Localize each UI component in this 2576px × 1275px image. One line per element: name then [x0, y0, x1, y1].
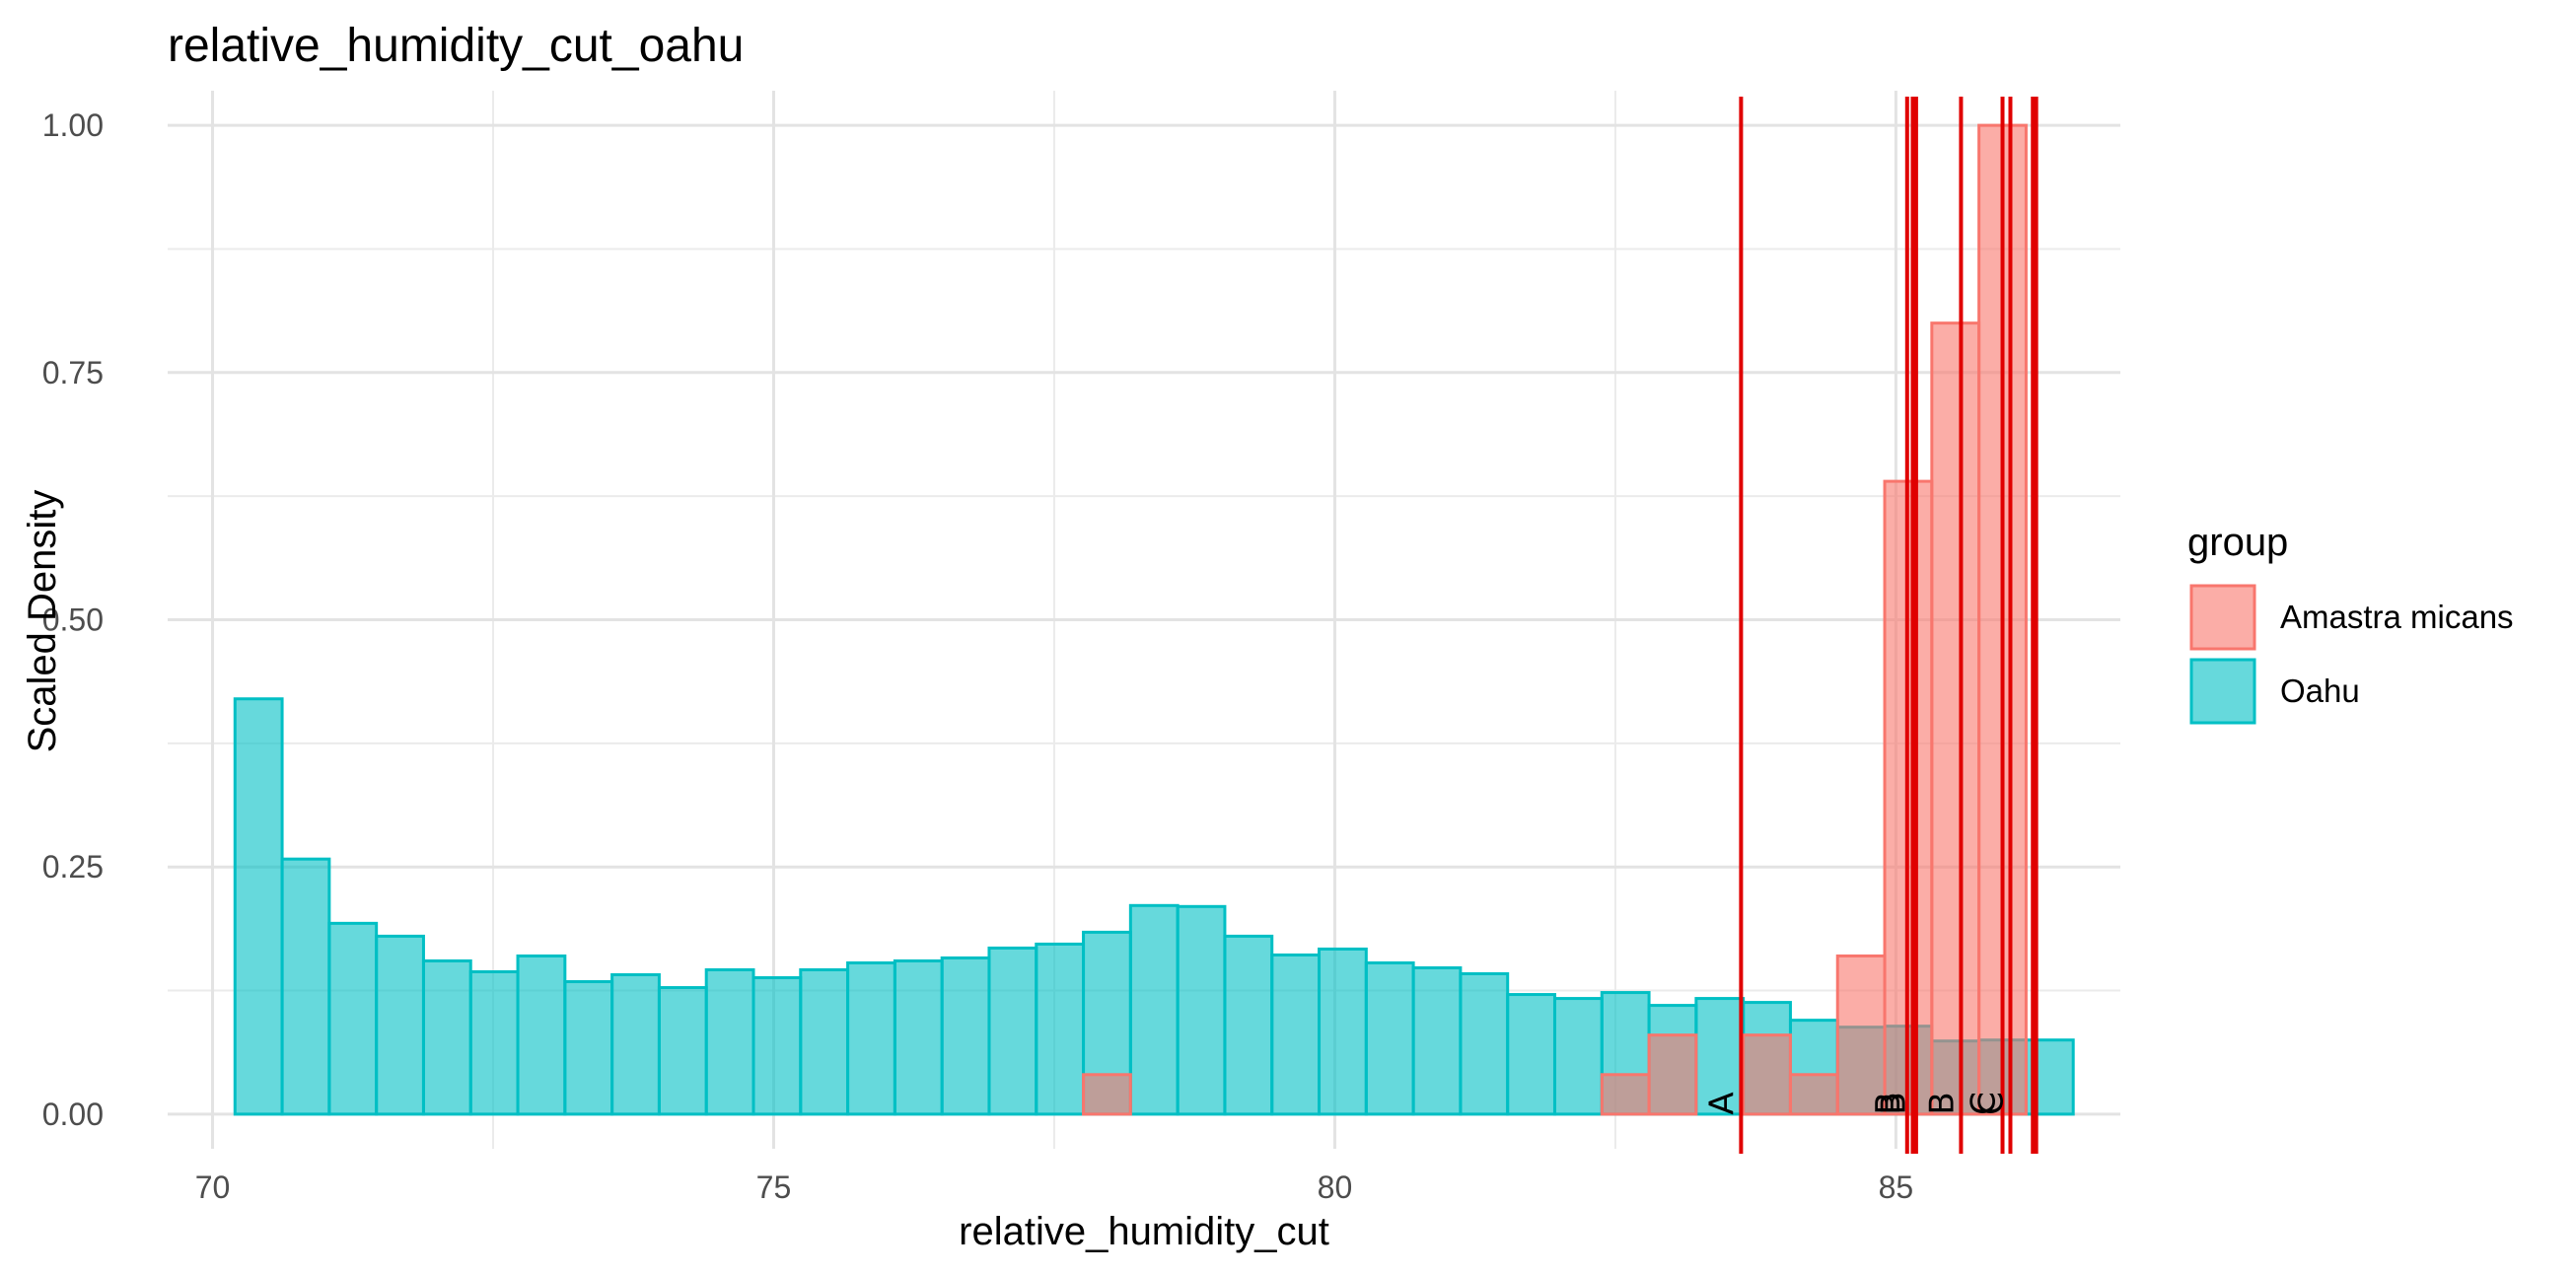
- axes: 70 75 80 85 0.00 0.25 0.50 0.75 1.00: [42, 107, 1913, 1205]
- bar-oahu: [233, 697, 284, 1116]
- bar-oahu: [657, 986, 708, 1116]
- reference-line-label: C: [1971, 1092, 2011, 1115]
- bar-oahu: [1459, 972, 1510, 1116]
- bar-oahu: [1318, 947, 1368, 1116]
- reference-line-label: B: [1869, 1092, 1908, 1114]
- reference-line-label: A: [1702, 1092, 1742, 1114]
- bar-oahu: [280, 857, 331, 1116]
- bar-oahu: [421, 958, 472, 1116]
- x-tick-label: 75: [756, 1169, 792, 1205]
- bar-oahu: [516, 954, 567, 1116]
- reference-lines: A BB B CC: [1702, 97, 2039, 1154]
- reference-line-label: C: [1965, 1092, 2004, 1115]
- bar-oahu: [987, 946, 1038, 1116]
- legend-key-oahu: [2189, 658, 2256, 725]
- bar-oahu: [327, 921, 379, 1116]
- reference-line-label: B: [1874, 1092, 1913, 1114]
- y-tick-label: 0.00: [42, 1097, 104, 1132]
- bar-oahu: [610, 973, 661, 1116]
- bar-oahu: [563, 980, 614, 1116]
- bar-oahu: [846, 960, 896, 1116]
- reference-line-label: B: [1922, 1092, 1962, 1114]
- legend-key-amastra-micans: [2189, 584, 2256, 651]
- bar-oahu: [1035, 942, 1086, 1116]
- bar-oahu: [704, 967, 755, 1116]
- bar-amastra-micans: [1647, 1033, 1698, 1116]
- y-axis-title: Scaled Density: [21, 490, 64, 753]
- legend-label-amastra-micans: Amastra micans: [2280, 599, 2514, 635]
- bar-oahu: [1411, 965, 1463, 1116]
- legend-label-oahu: Oahu: [2280, 673, 2360, 709]
- bar-oahu: [1223, 934, 1274, 1116]
- y-tick-label: 0.25: [42, 849, 104, 885]
- bar-oahu: [375, 934, 425, 1116]
- bar-amastra-micans: [1742, 1033, 1792, 1116]
- legend-title: group: [2187, 521, 2288, 564]
- bar-oahu: [1128, 903, 1180, 1116]
- legend: group Amastra micans Oahu: [2187, 521, 2514, 725]
- y-tick-label: 0.75: [42, 355, 104, 390]
- bar-oahu: [751, 976, 803, 1116]
- y-tick-label: 0.50: [42, 602, 104, 638]
- bar-amastra-micans: [1082, 1073, 1132, 1116]
- x-tick-label: 85: [1879, 1169, 1914, 1205]
- bar-oahu: [940, 956, 991, 1116]
- bar-amastra-micans: [1788, 1073, 1839, 1116]
- bar-oahu: [468, 969, 520, 1116]
- bar-amastra-micans: [1600, 1073, 1651, 1116]
- y-tick-label: 1.00: [42, 107, 104, 143]
- chart-title: relative_humidity_cut_oahu: [168, 20, 744, 72]
- bar-oahu: [1694, 997, 1746, 1116]
- bar-oahu: [1364, 960, 1415, 1116]
- x-axis-title: relative_humidity_cut: [959, 1210, 1329, 1253]
- bar-oahu: [1270, 953, 1322, 1116]
- bar-amastra-micans: [1930, 321, 1981, 1116]
- bar-oahu: [799, 967, 850, 1116]
- bar-oahu: [893, 958, 944, 1116]
- bar-oahu: [1552, 997, 1604, 1116]
- bar-amastra-micans: [1835, 954, 1887, 1116]
- x-tick-label: 70: [195, 1169, 231, 1205]
- bar-oahu: [1506, 993, 1556, 1116]
- bar-oahu: [1176, 904, 1227, 1116]
- x-tick-label: 80: [1318, 1169, 1353, 1205]
